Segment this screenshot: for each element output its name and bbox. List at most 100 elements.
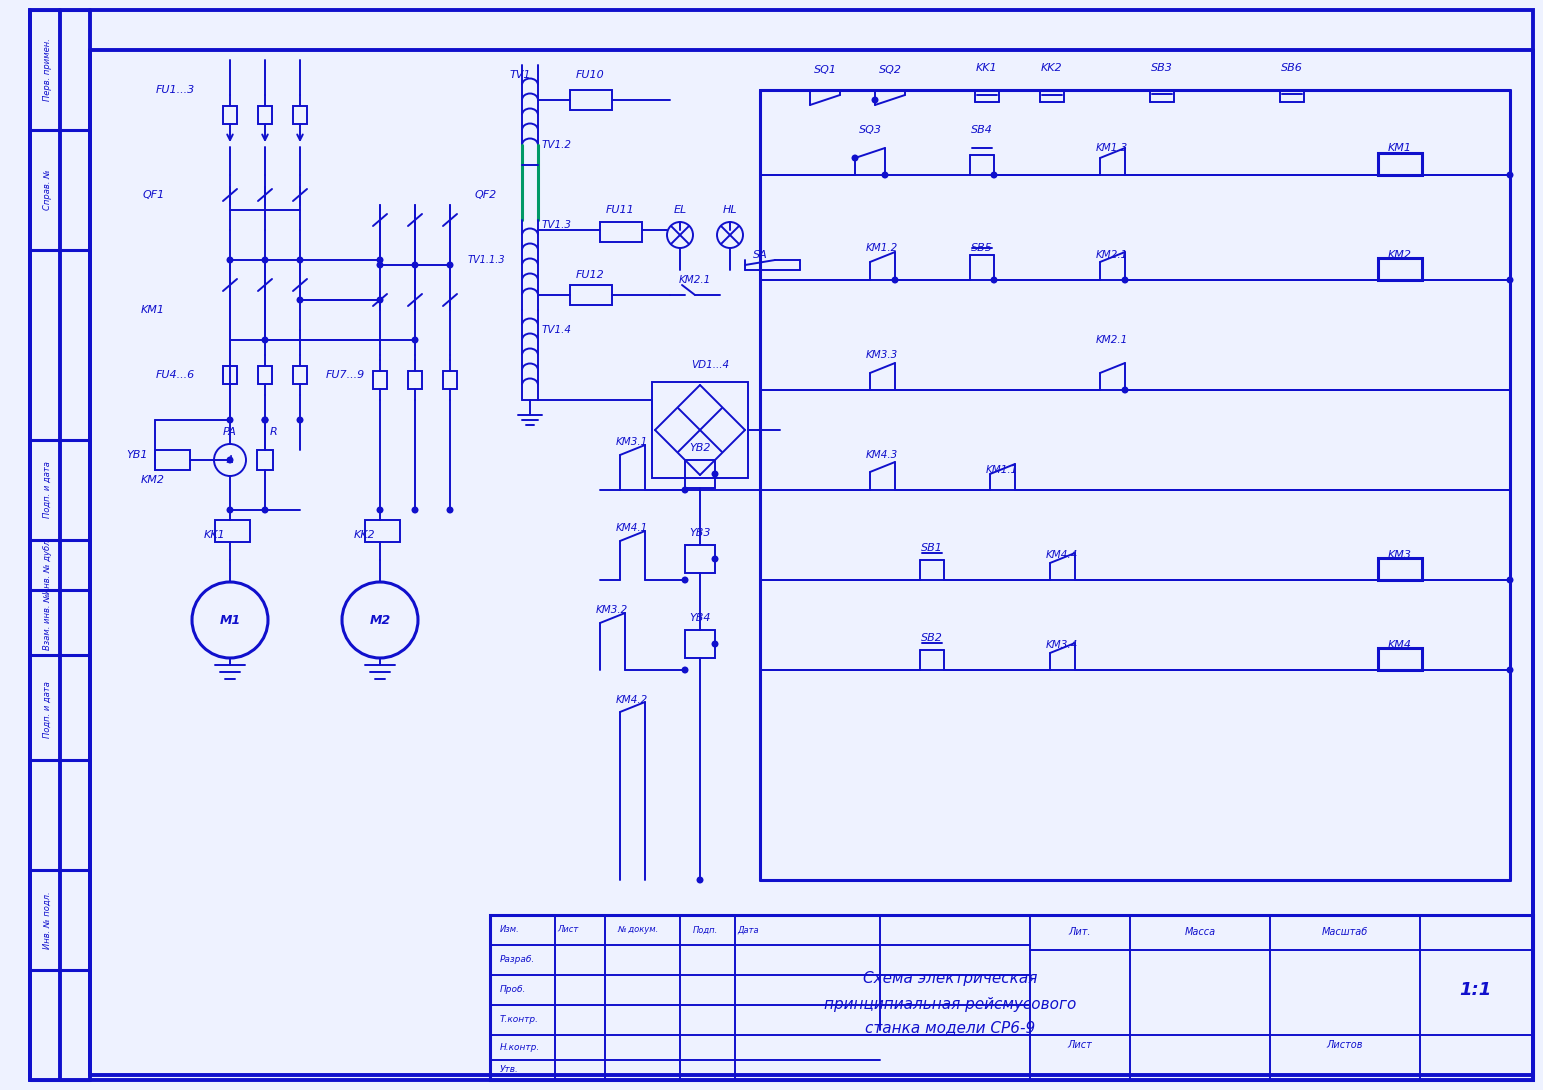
Text: Лит.: Лит. — [1069, 926, 1091, 937]
Circle shape — [412, 507, 418, 513]
Circle shape — [711, 641, 719, 647]
Text: A: A — [227, 455, 233, 465]
Text: FU12: FU12 — [576, 270, 605, 280]
Text: FU4...6: FU4...6 — [156, 370, 194, 380]
Text: KM3.3: KM3.3 — [866, 350, 898, 360]
Bar — [653, 382, 748, 479]
Text: TV1.3: TV1.3 — [542, 220, 572, 230]
Text: KM1: KM1 — [1389, 143, 1412, 153]
Text: M1: M1 — [219, 614, 241, 627]
Text: KM2: KM2 — [1389, 250, 1412, 261]
Bar — [600, 222, 642, 242]
Text: Разраб.: Разраб. — [500, 956, 535, 965]
Bar — [224, 106, 238, 124]
Circle shape — [227, 416, 233, 424]
Circle shape — [881, 171, 889, 179]
Bar — [1378, 558, 1423, 580]
Text: QF2: QF2 — [475, 190, 497, 199]
Text: FU11: FU11 — [605, 205, 634, 215]
Circle shape — [711, 556, 719, 562]
Circle shape — [412, 262, 418, 268]
Text: YB4: YB4 — [690, 613, 711, 623]
Bar — [1378, 258, 1423, 280]
Text: EL: EL — [673, 205, 687, 215]
Text: KM1.2: KM1.2 — [866, 243, 898, 253]
Circle shape — [261, 507, 268, 513]
Text: FU7...9: FU7...9 — [326, 370, 366, 380]
Bar — [491, 915, 1534, 1080]
Text: Подп. и дата: Подп. и дата — [43, 461, 51, 519]
Text: Схема электрическая: Схема электрическая — [863, 970, 1037, 985]
Circle shape — [376, 507, 384, 513]
Text: Листов: Листов — [1327, 1040, 1364, 1050]
Text: KM3.4: KM3.4 — [1046, 640, 1079, 650]
Text: SB4: SB4 — [971, 125, 994, 135]
Text: YB2: YB2 — [690, 443, 711, 453]
Text: принципиальная рейсмусового: принципиальная рейсмусового — [824, 997, 1075, 1013]
Text: KM4.1: KM4.1 — [616, 523, 648, 533]
Text: Т.контр.: Т.контр. — [500, 1016, 539, 1025]
Text: SB3: SB3 — [1151, 63, 1173, 73]
Text: SB2: SB2 — [921, 633, 943, 643]
Text: Н.контр.: Н.контр. — [500, 1042, 540, 1052]
Text: SB6: SB6 — [1281, 63, 1302, 73]
Text: KM4.4: KM4.4 — [1046, 550, 1079, 560]
Text: KM2.1: KM2.1 — [679, 275, 711, 284]
Text: KM3.1: KM3.1 — [616, 437, 648, 447]
Text: HL: HL — [722, 205, 738, 215]
Text: SQ3: SQ3 — [858, 125, 881, 135]
Bar — [258, 366, 272, 384]
Text: SB1: SB1 — [921, 543, 943, 553]
Circle shape — [682, 577, 688, 583]
Text: Подп. и дата: Подп. и дата — [43, 681, 51, 738]
Text: Инв. № дубл.: Инв. № дубл. — [43, 536, 51, 594]
Circle shape — [1506, 666, 1514, 674]
Text: M2: M2 — [369, 614, 390, 627]
Text: VD1...4: VD1...4 — [691, 360, 728, 370]
Circle shape — [227, 457, 233, 463]
Circle shape — [892, 277, 898, 283]
Text: Дата: Дата — [738, 925, 759, 934]
Circle shape — [1506, 577, 1514, 583]
Circle shape — [296, 416, 304, 424]
Text: TV1.2: TV1.2 — [542, 140, 572, 150]
Circle shape — [1122, 387, 1128, 393]
Bar — [1378, 153, 1423, 175]
Text: Лист: Лист — [1068, 1040, 1092, 1050]
Bar — [258, 106, 272, 124]
Text: YB1: YB1 — [127, 450, 148, 460]
Circle shape — [412, 337, 418, 343]
Bar — [407, 371, 421, 389]
Bar — [293, 106, 307, 124]
Bar — [569, 284, 613, 305]
Text: KM3: KM3 — [1389, 550, 1412, 560]
Text: KM4.3: KM4.3 — [866, 450, 898, 460]
Bar — [685, 460, 714, 488]
Circle shape — [991, 277, 997, 283]
Bar — [373, 371, 387, 389]
Text: TV1.4: TV1.4 — [542, 325, 572, 335]
Text: Перв. примен.: Перв. примен. — [43, 38, 51, 101]
Circle shape — [696, 876, 704, 884]
Text: KM4.2: KM4.2 — [616, 695, 648, 705]
Circle shape — [446, 262, 454, 268]
Circle shape — [711, 471, 719, 477]
Text: № докум.: № докум. — [617, 925, 659, 934]
Circle shape — [376, 296, 384, 303]
Bar — [258, 450, 273, 470]
Text: YB3: YB3 — [690, 528, 711, 538]
Text: Изм.: Изм. — [500, 925, 520, 934]
Text: KK2: KK2 — [1042, 63, 1063, 73]
Text: KM4: KM4 — [1389, 640, 1412, 650]
Text: KM3.2: KM3.2 — [596, 605, 628, 615]
Bar — [1378, 647, 1423, 670]
Circle shape — [682, 486, 688, 494]
Text: TV1.1.3: TV1.1.3 — [468, 255, 505, 265]
Bar — [293, 366, 307, 384]
Circle shape — [872, 97, 878, 104]
Bar — [685, 545, 714, 573]
Text: SA: SA — [753, 250, 767, 261]
Bar — [224, 366, 238, 384]
Text: KM2.1: KM2.1 — [1096, 250, 1128, 261]
Circle shape — [261, 416, 268, 424]
